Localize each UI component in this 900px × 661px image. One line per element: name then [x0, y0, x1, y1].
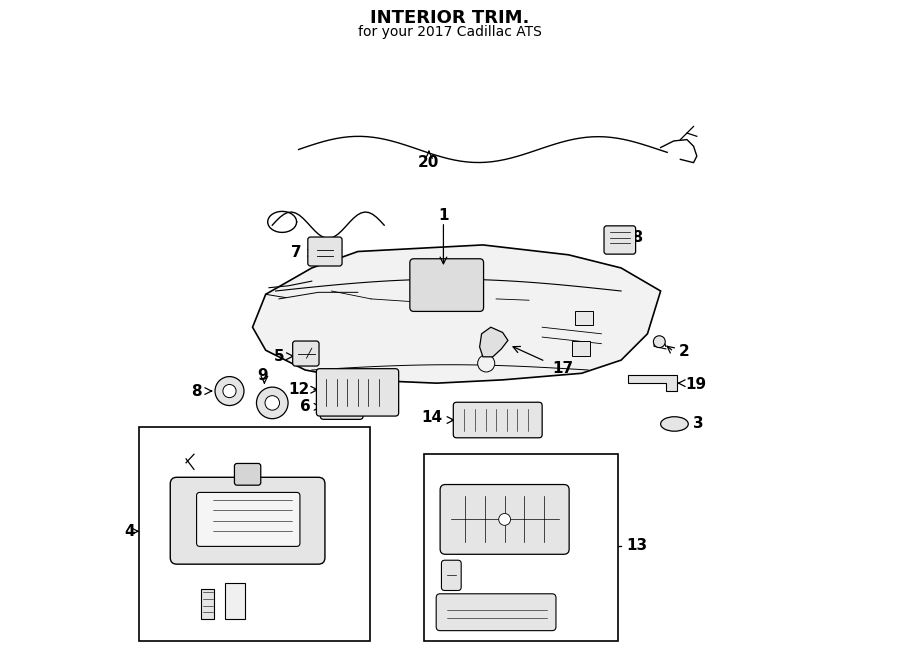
- Circle shape: [256, 387, 288, 418]
- Text: 4: 4: [124, 524, 135, 539]
- Text: 12: 12: [288, 382, 310, 397]
- Circle shape: [653, 336, 665, 348]
- Text: 7: 7: [292, 245, 302, 260]
- Bar: [575, 311, 593, 325]
- Circle shape: [223, 385, 236, 398]
- Text: 8: 8: [192, 383, 202, 399]
- FancyBboxPatch shape: [604, 226, 635, 254]
- FancyBboxPatch shape: [234, 463, 261, 485]
- Polygon shape: [253, 245, 661, 383]
- Bar: [202, 589, 214, 619]
- Polygon shape: [480, 327, 508, 357]
- FancyBboxPatch shape: [454, 403, 542, 438]
- FancyBboxPatch shape: [440, 485, 569, 555]
- Text: 2: 2: [679, 344, 689, 359]
- Text: 20: 20: [418, 155, 439, 170]
- Text: 5: 5: [274, 348, 284, 364]
- Text: 19: 19: [686, 377, 706, 392]
- Text: 16: 16: [521, 604, 543, 619]
- Bar: [572, 341, 590, 356]
- Bar: [424, 453, 617, 641]
- FancyBboxPatch shape: [320, 395, 363, 419]
- Text: 11: 11: [272, 596, 292, 611]
- FancyBboxPatch shape: [441, 561, 461, 590]
- Ellipse shape: [661, 416, 688, 431]
- Text: 10: 10: [173, 596, 194, 611]
- Text: 6: 6: [300, 399, 310, 414]
- Circle shape: [215, 377, 244, 406]
- FancyBboxPatch shape: [308, 237, 342, 266]
- Circle shape: [499, 514, 510, 525]
- FancyBboxPatch shape: [292, 341, 319, 366]
- Text: 18: 18: [623, 229, 644, 245]
- Text: 15: 15: [488, 566, 509, 581]
- Circle shape: [478, 355, 495, 372]
- FancyBboxPatch shape: [410, 258, 483, 311]
- Bar: [225, 582, 245, 619]
- Text: 17: 17: [552, 360, 573, 375]
- FancyBboxPatch shape: [196, 492, 300, 547]
- Bar: [140, 427, 370, 641]
- Text: 14: 14: [421, 410, 442, 425]
- FancyBboxPatch shape: [170, 477, 325, 564]
- Text: 1: 1: [438, 208, 449, 223]
- Text: 13: 13: [626, 538, 647, 553]
- Circle shape: [265, 396, 280, 410]
- Text: for your 2017 Cadillac ATS: for your 2017 Cadillac ATS: [358, 25, 542, 39]
- Polygon shape: [627, 375, 677, 391]
- FancyBboxPatch shape: [436, 594, 556, 631]
- Text: 3: 3: [694, 416, 704, 432]
- Text: INTERIOR TRIM.: INTERIOR TRIM.: [370, 9, 530, 27]
- FancyBboxPatch shape: [317, 369, 399, 416]
- Text: 9: 9: [257, 368, 267, 383]
